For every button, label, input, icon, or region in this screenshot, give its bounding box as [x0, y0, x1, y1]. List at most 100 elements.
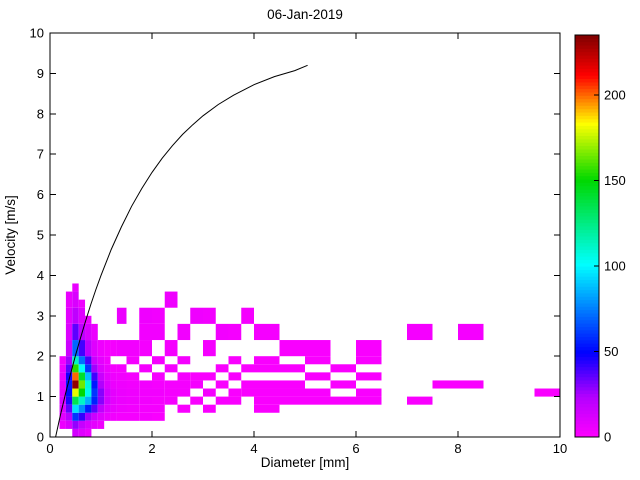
heatmap-cell [65, 307, 73, 324]
colorbar-strip [575, 219, 599, 224]
colorbar-strip [575, 316, 599, 321]
heatmap-cell [78, 340, 86, 357]
y-tick-label: 1 [37, 389, 44, 404]
heatmap-cell [65, 364, 73, 373]
colorbar-strip [575, 416, 599, 421]
colorbar-strip [575, 236, 599, 240]
colorbar-strip [575, 346, 599, 351]
colorbar-strip [575, 165, 599, 170]
heatmap-cell [330, 396, 356, 405]
colorbar: 0 50 100 150 200 [574, 34, 626, 445]
heatmap-cell [305, 356, 331, 365]
heatmap-cell [110, 396, 117, 405]
colorbar-strip [575, 246, 599, 250]
colorbar-strip [575, 336, 599, 341]
heatmap-cell [305, 340, 331, 357]
colorbar-strip [575, 71, 599, 76]
colorbar-strip [575, 81, 599, 86]
heatmap-cell [203, 388, 216, 397]
heatmap-cell [254, 396, 280, 405]
colorbar-strip [575, 172, 599, 177]
y-tick-label: 9 [37, 66, 44, 81]
heatmap-cell [116, 380, 127, 389]
heatmap-cell [91, 412, 98, 421]
heatmap-cell [72, 372, 79, 381]
y-tick-label: 5 [37, 228, 44, 243]
colorbar-strip [575, 242, 599, 247]
heatmap-cell [85, 412, 92, 421]
colorbar-strip [575, 370, 599, 374]
colorbar-strip [575, 142, 599, 147]
colorbar-strip [575, 122, 599, 126]
heatmap-cell [104, 404, 111, 413]
heatmap-cell [85, 356, 92, 365]
heatmap-cell [65, 388, 73, 397]
y-tick-label: 2 [37, 349, 44, 364]
heatmap-cell [152, 380, 165, 389]
heatmap-cell [330, 364, 356, 373]
colorbar-strip [575, 239, 599, 244]
heatmap-cell [164, 291, 178, 308]
heatmap-cell [152, 404, 165, 413]
heatmap-cell [72, 307, 79, 324]
colorbar-strip [575, 61, 599, 66]
heatmap-cell [116, 364, 127, 373]
colorbar-strip [575, 192, 599, 197]
heatmap-cell [139, 396, 152, 405]
heatmap-cell [91, 323, 98, 341]
heatmap-cell [72, 396, 79, 405]
colorbar-strip [575, 195, 599, 200]
heatmap-cell [152, 356, 165, 365]
colorbar-strip [575, 98, 599, 103]
heatmap-cell [152, 307, 165, 324]
heatmap-cell [110, 404, 117, 413]
y-tick-label: 10 [30, 26, 44, 41]
heatmap-cell [72, 364, 79, 373]
heatmap-cell [203, 372, 216, 381]
colorbar-strip [575, 132, 599, 136]
heatmap-cell [104, 356, 111, 365]
colorbar-strip [575, 299, 599, 304]
colorbar-strip [575, 400, 599, 404]
heatmap-cell [78, 420, 86, 429]
heatmap-cell [97, 372, 105, 381]
colorbar-strip [575, 359, 599, 364]
heatmap-cell [104, 412, 111, 421]
colorbar-strip [575, 222, 599, 227]
colorbar-strip [575, 135, 599, 140]
heatmap-cell [72, 380, 79, 389]
colorbar-strip [575, 262, 599, 267]
heatmap-cell [59, 396, 66, 405]
heatmap-cell [203, 340, 216, 357]
colorbar-strip [575, 423, 599, 428]
heatmap-cell [59, 404, 66, 413]
colorbar-strip [575, 199, 599, 203]
heatmap-cell [177, 323, 191, 341]
heatmap-cell [85, 396, 92, 405]
colorbar-strip [575, 138, 599, 143]
heatmap-cell [65, 356, 73, 365]
heatmap-cell [152, 396, 165, 405]
colorbar-strip [575, 386, 599, 391]
colorbar-box [574, 34, 600, 438]
colorbar-strip [575, 209, 599, 214]
heatmap-cell [330, 380, 356, 389]
heatmap-cell [72, 283, 79, 292]
colorbar-strip [575, 212, 599, 217]
colorbar-strip [575, 319, 599, 324]
heatmap-cell [254, 388, 280, 397]
colorbar-strip [575, 175, 599, 180]
heatmap-cell [116, 307, 127, 324]
colorbar-strip [575, 420, 599, 425]
colorbar-strip [575, 85, 599, 90]
heatmap-cell [164, 340, 178, 357]
heatmap-cell [241, 364, 254, 373]
heatmap-cell [91, 364, 98, 373]
heatmap-cell [116, 372, 127, 381]
colorbar-tick-label: 50 [604, 344, 618, 359]
heatmap-cell [241, 307, 254, 324]
heatmap-cell [254, 364, 280, 373]
x-tick-label: 4 [250, 441, 257, 456]
heatmap-cell [407, 396, 433, 405]
heatmap-cell [203, 307, 216, 324]
